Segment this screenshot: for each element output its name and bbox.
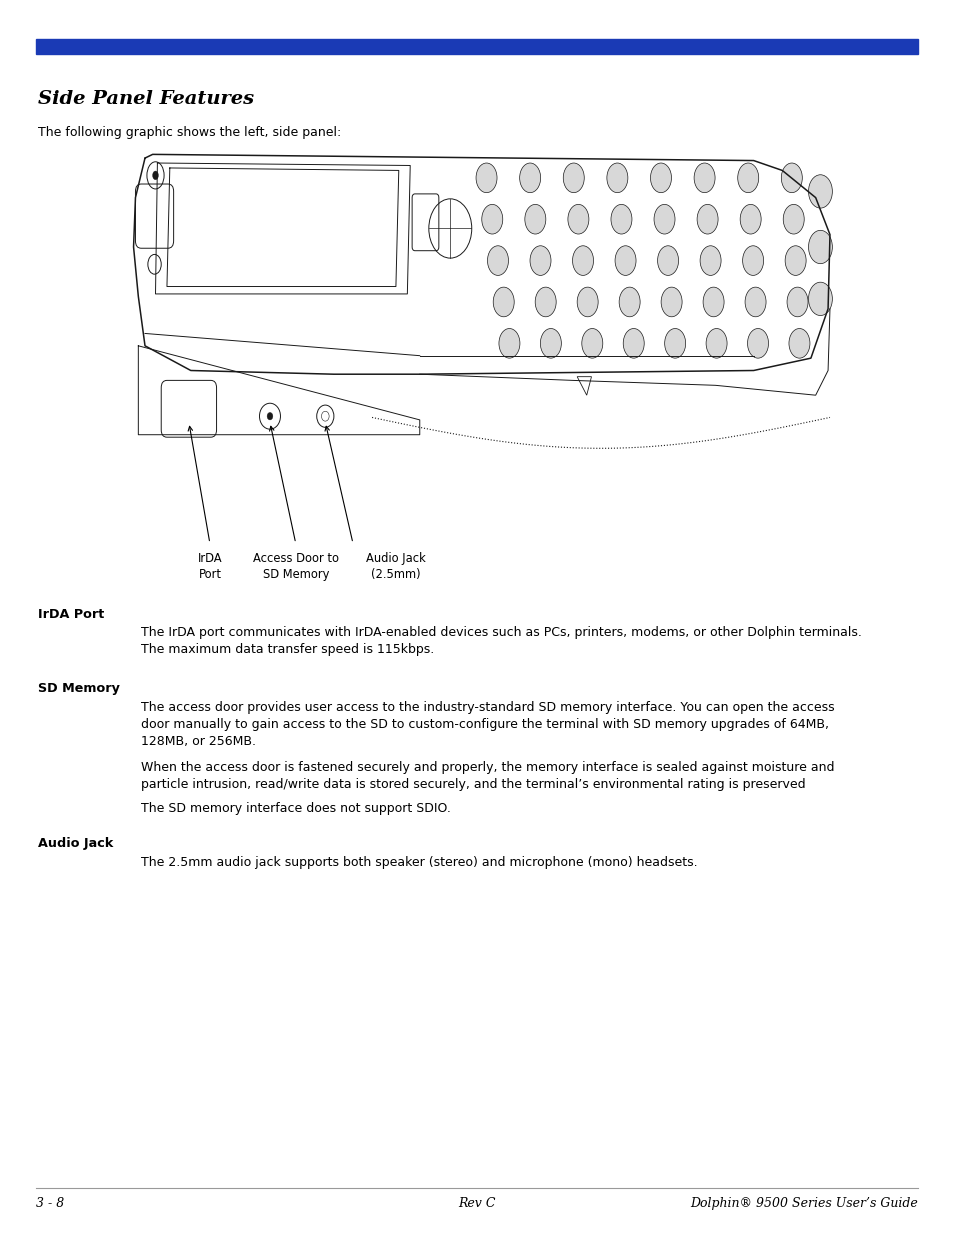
Ellipse shape <box>788 329 809 358</box>
Ellipse shape <box>702 288 723 317</box>
Text: Audio Jack: Audio Jack <box>38 837 113 851</box>
Ellipse shape <box>740 204 760 235</box>
Ellipse shape <box>481 204 502 235</box>
Ellipse shape <box>530 246 551 275</box>
Ellipse shape <box>615 246 636 275</box>
Ellipse shape <box>808 230 831 264</box>
Text: The 2.5mm audio jack supports both speaker (stereo) and microphone (mono) headse: The 2.5mm audio jack supports both speak… <box>141 856 697 869</box>
Ellipse shape <box>618 288 639 317</box>
Ellipse shape <box>664 329 685 358</box>
Ellipse shape <box>476 163 497 193</box>
Ellipse shape <box>622 329 643 358</box>
Ellipse shape <box>782 204 803 235</box>
Text: The access door provides user access to the industry-standard SD memory interfac: The access door provides user access to … <box>141 701 834 748</box>
Ellipse shape <box>786 288 807 317</box>
Ellipse shape <box>572 246 593 275</box>
Ellipse shape <box>697 204 718 235</box>
Ellipse shape <box>700 246 720 275</box>
Ellipse shape <box>577 288 598 317</box>
Ellipse shape <box>781 163 801 193</box>
Text: Rev C: Rev C <box>457 1197 496 1210</box>
Ellipse shape <box>808 283 831 316</box>
Text: The following graphic shows the left, side panel:: The following graphic shows the left, si… <box>38 126 341 140</box>
Ellipse shape <box>487 246 508 275</box>
Ellipse shape <box>562 163 583 193</box>
Text: 3 - 8: 3 - 8 <box>36 1197 65 1210</box>
Ellipse shape <box>694 163 715 193</box>
Text: Audio Jack
(2.5mm): Audio Jack (2.5mm) <box>366 552 425 580</box>
Text: When the access door is fastened securely and properly, the memory interface is : When the access door is fastened securel… <box>141 761 834 790</box>
Text: Side Panel Features: Side Panel Features <box>38 90 254 109</box>
Text: The IrDA port communicates with IrDA-enabled devices such as PCs, printers, mode: The IrDA port communicates with IrDA-ena… <box>141 626 862 656</box>
Ellipse shape <box>741 246 762 275</box>
Ellipse shape <box>539 329 560 358</box>
Text: IrDA
Port: IrDA Port <box>197 552 222 580</box>
Ellipse shape <box>650 163 671 193</box>
Ellipse shape <box>567 204 588 235</box>
Text: The SD memory interface does not support SDIO.: The SD memory interface does not support… <box>141 802 451 815</box>
Ellipse shape <box>581 329 602 358</box>
Ellipse shape <box>519 163 540 193</box>
Ellipse shape <box>535 288 556 317</box>
Ellipse shape <box>498 329 519 358</box>
Ellipse shape <box>606 163 627 193</box>
Bar <box>36 40 917 54</box>
Ellipse shape <box>493 288 514 317</box>
Ellipse shape <box>660 288 681 317</box>
Ellipse shape <box>747 329 768 358</box>
Text: SD Memory: SD Memory <box>38 682 120 695</box>
Text: IrDA Port: IrDA Port <box>38 608 104 621</box>
Ellipse shape <box>267 412 273 420</box>
Ellipse shape <box>784 246 805 275</box>
Ellipse shape <box>610 204 631 235</box>
Ellipse shape <box>654 204 675 235</box>
Ellipse shape <box>657 246 678 275</box>
Ellipse shape <box>705 329 726 358</box>
Text: Access Door to
SD Memory: Access Door to SD Memory <box>253 552 338 580</box>
Ellipse shape <box>744 288 765 317</box>
Ellipse shape <box>808 175 831 207</box>
Ellipse shape <box>524 204 545 235</box>
Ellipse shape <box>152 172 158 180</box>
Ellipse shape <box>737 163 758 193</box>
Text: Dolphin® 9500 Series User’s Guide: Dolphin® 9500 Series User’s Guide <box>689 1197 917 1210</box>
